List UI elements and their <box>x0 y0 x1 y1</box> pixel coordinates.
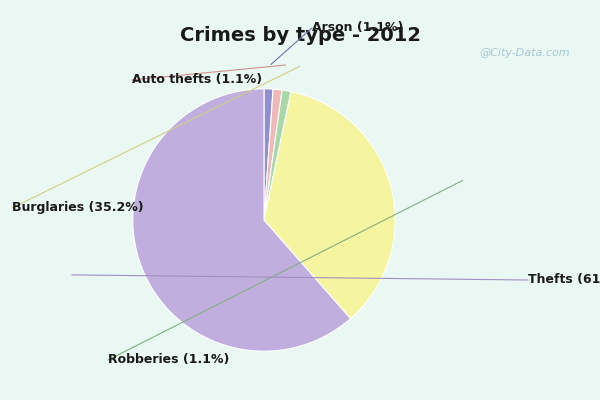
Text: Crimes by type - 2012: Crimes by type - 2012 <box>179 26 421 45</box>
Text: Arson (1.1%): Arson (1.1%) <box>312 22 403 34</box>
Text: Burglaries (35.2%): Burglaries (35.2%) <box>12 202 143 214</box>
Text: Thefts (61.4%): Thefts (61.4%) <box>528 274 600 286</box>
Wedge shape <box>264 92 395 319</box>
Wedge shape <box>133 89 350 351</box>
Text: @City-Data.com: @City-Data.com <box>479 48 570 58</box>
Text: Auto thefts (1.1%): Auto thefts (1.1%) <box>132 74 262 86</box>
Text: Robberies (1.1%): Robberies (1.1%) <box>108 354 229 366</box>
Wedge shape <box>264 89 282 220</box>
Wedge shape <box>264 90 291 220</box>
Wedge shape <box>264 89 273 220</box>
